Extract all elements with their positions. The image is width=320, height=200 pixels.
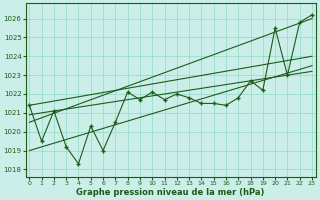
X-axis label: Graphe pression niveau de la mer (hPa): Graphe pression niveau de la mer (hPa): [76, 188, 265, 197]
